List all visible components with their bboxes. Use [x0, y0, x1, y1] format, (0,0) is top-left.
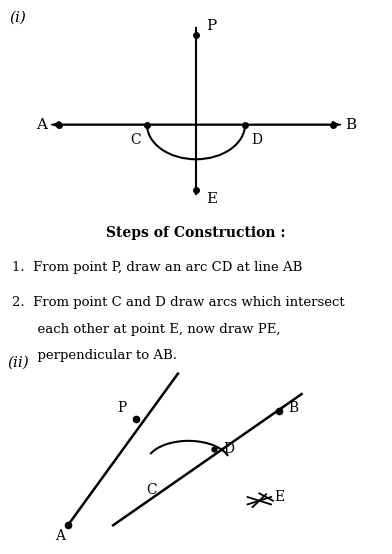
Text: A: A — [55, 530, 65, 543]
Text: (i): (i) — [10, 11, 27, 24]
Text: 1.  From point P, draw an arc CD at line AB: 1. From point P, draw an arc CD at line … — [12, 261, 302, 274]
Text: each other at point E, now draw PE,: each other at point E, now draw PE, — [12, 322, 280, 336]
Text: Steps of Construction :: Steps of Construction : — [106, 225, 286, 239]
Text: 2.  From point C and D draw arcs which intersect: 2. From point C and D draw arcs which in… — [12, 296, 345, 309]
Text: A: A — [36, 117, 47, 132]
Text: (ii): (ii) — [7, 356, 29, 370]
Text: E: E — [206, 192, 217, 206]
Text: D: D — [223, 442, 234, 456]
Text: E: E — [274, 490, 285, 505]
Text: D: D — [251, 133, 262, 147]
Text: P: P — [117, 401, 127, 414]
Text: P: P — [206, 19, 216, 33]
Text: C: C — [146, 483, 157, 497]
Text: C: C — [131, 133, 141, 147]
Text: B: B — [345, 117, 356, 132]
Text: B: B — [288, 401, 298, 415]
Text: perpendicular to AB.: perpendicular to AB. — [12, 349, 177, 362]
